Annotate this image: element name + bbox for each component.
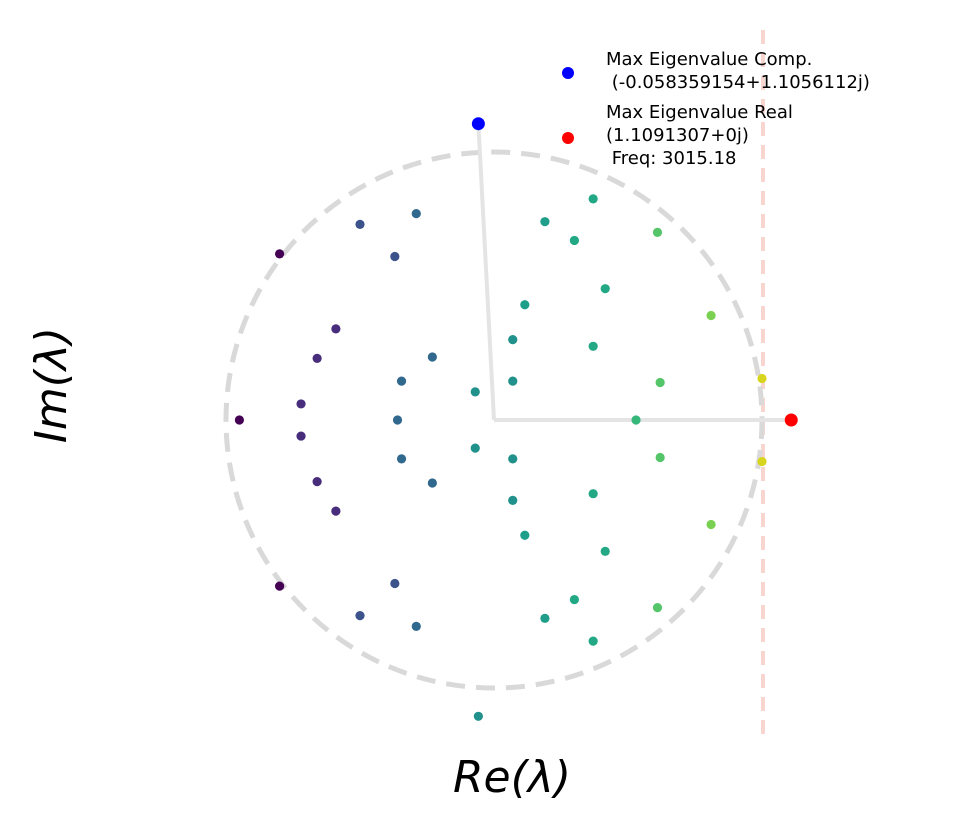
eigenvalue-point [655, 377, 665, 388]
eigenvalue-point [427, 352, 437, 362]
eigenvalue-point [588, 341, 598, 351]
legend-label-max-complex-title: Max Eigenvalue Comp. [606, 49, 812, 70]
eigenvalue-point [473, 711, 483, 721]
highlight-points [471, 117, 798, 427]
eigenvalue-point [600, 284, 610, 294]
legend-label-max-real-title: Max Eigenvalue Real [606, 102, 793, 123]
eigenvalue-point [275, 581, 285, 591]
eigenvalue-point [508, 335, 518, 345]
eigenvalue-point [470, 387, 480, 397]
eigenvalue-point [569, 594, 580, 605]
eigenvalue-point [396, 376, 407, 386]
eigenvalue-point [520, 530, 530, 540]
guide-layer [223, 30, 792, 740]
eigenvalue-point [396, 454, 407, 464]
eigenvalue-point [540, 613, 550, 623]
eigenvalue-point [296, 399, 306, 409]
eigenvalue-point [706, 310, 716, 321]
eigenvalue-point [392, 415, 403, 425]
eigenvalue-point [655, 452, 665, 463]
eigenvalue-point [588, 489, 598, 499]
eigenvalue-points [234, 194, 767, 721]
y-axis-label: Im(λ) [26, 327, 77, 443]
max-complex-eigenvalue-point [471, 117, 485, 131]
eigenvalue-point [470, 443, 480, 453]
legend-label-max-complex-value: (-0.058359154+1.1056112j) [606, 72, 870, 93]
eigenvalue-point [588, 636, 598, 646]
eigenvalue-point [411, 209, 421, 219]
legend-marker-max-complex [562, 67, 574, 79]
eigenvalue-point [706, 519, 716, 530]
legend-label-max-real-value: (1.1091307+0j) [606, 125, 749, 146]
eigenvalue-point [331, 324, 341, 334]
eigenvalue-point [331, 506, 341, 516]
eigenvalue-point [631, 415, 641, 425]
eigenvalue-point [757, 456, 767, 467]
eigenvalue-point [508, 454, 518, 464]
eigenvalue-point [508, 376, 518, 386]
eigenvalue-point [652, 603, 663, 613]
eigenvalue-point [508, 495, 518, 505]
eigenvalue-point [275, 249, 285, 259]
eigenvalue-point [234, 415, 244, 425]
eigenvalue-point [390, 251, 400, 262]
eigenvalue-point [540, 217, 550, 227]
eigenvalue-point [312, 353, 322, 363]
eigenvalue-point [569, 235, 580, 246]
eigenvalue-point [355, 611, 365, 621]
x-axis-label: Re(λ) [453, 752, 571, 803]
eigenvalue-point [411, 621, 421, 631]
eigenvalue-point [652, 227, 663, 237]
legend-label-max-real-freq: Freq: 3015.18 [606, 148, 737, 169]
radius-line-max-complex [476, 123, 496, 421]
legend: Max Eigenvalue Comp. (-0.058359154+1.105… [562, 49, 870, 169]
eigenvalue-point [390, 578, 400, 589]
max-real-eigenvalue-point [784, 413, 798, 427]
eigenvalue-point [520, 300, 530, 310]
eigenvalue-point [588, 194, 598, 204]
legend-marker-max-real [562, 132, 574, 144]
eigenvalue-point [312, 477, 322, 487]
eigenvalue-point [757, 373, 767, 384]
eigenvalue-point [427, 478, 437, 488]
eigenvalue-point [296, 431, 306, 441]
eigenvalue-point [355, 219, 365, 229]
eigenvalue-point [600, 546, 610, 556]
